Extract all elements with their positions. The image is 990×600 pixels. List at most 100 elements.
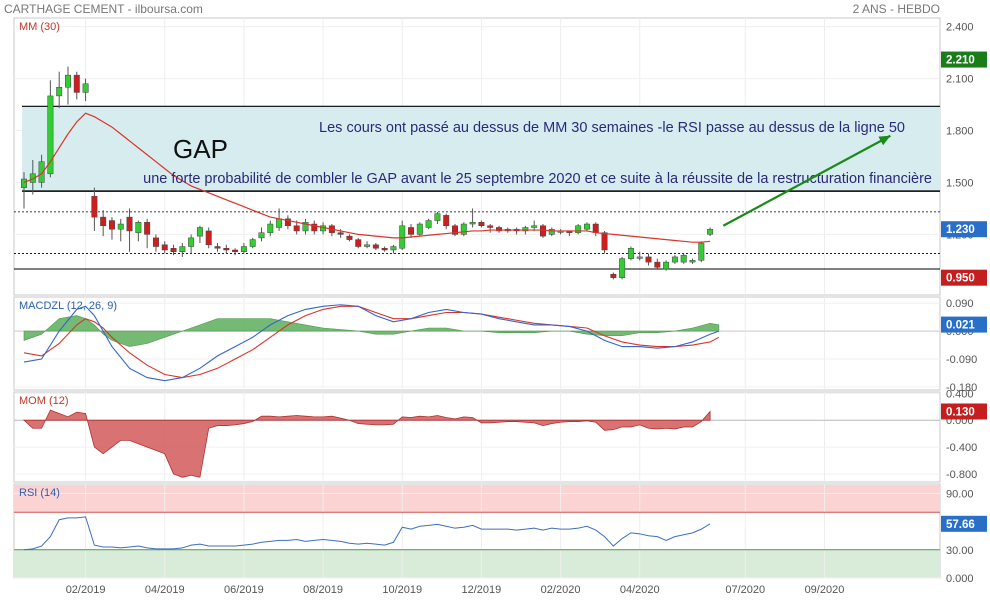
candle-body [434, 213, 441, 221]
value-badge [941, 515, 987, 532]
candle-body [73, 74, 80, 93]
candle-body [205, 230, 212, 246]
candle-body [627, 248, 634, 259]
value-badge-text: 57.66 [946, 519, 975, 531]
candle-body [179, 246, 186, 252]
candle-body [144, 222, 151, 235]
value-badge [941, 51, 987, 68]
candle-body [487, 225, 494, 228]
candle-body [619, 258, 626, 278]
value-badge-text: 0.950 [946, 273, 975, 285]
candle-body [399, 225, 406, 249]
macd-line [23, 304, 720, 382]
candle-body [276, 218, 283, 228]
value-badge [941, 221, 987, 238]
x-tick-label: 06/2019 [224, 584, 264, 596]
candle-body [425, 220, 432, 228]
candle-body [372, 244, 379, 249]
candle-body [249, 239, 256, 247]
candle-body [575, 225, 582, 233]
candle-body [302, 222, 309, 232]
candle-body [381, 248, 388, 251]
rsi-oversold-zone [14, 549, 940, 578]
candle-body [91, 196, 98, 218]
candle-body [240, 246, 247, 252]
panel-label: MM (30) [19, 21, 60, 33]
x-tick-label: 09/2020 [805, 584, 845, 596]
candle-body [663, 261, 670, 270]
candle-body [452, 225, 458, 235]
trend-arrow-shaft [722, 134, 891, 227]
value-badge-text: 2.210 [946, 55, 975, 67]
y-tick-label: 2.400 [946, 22, 974, 34]
value-badge-text: 0.021 [946, 320, 975, 332]
candle-body [188, 237, 195, 247]
candle-body [196, 227, 203, 237]
trend-arrow-head [878, 135, 891, 146]
candle-body [267, 223, 274, 233]
value-badge-text: 0.130 [946, 406, 975, 418]
candle-body [223, 248, 230, 251]
candle-body [284, 218, 291, 226]
annotation-line-1: Les cours ont passé au dessus de MM 30 s… [319, 120, 905, 136]
candle-body [108, 220, 115, 230]
x-tick-label: 02/2019 [66, 584, 106, 596]
annotation-layer: GAP Les cours ont passé au dessus de MM 3… [143, 120, 932, 227]
rsi-overbought-zone [14, 485, 940, 513]
x-tick-label: 04/2019 [145, 584, 185, 596]
candle-body [592, 223, 599, 233]
candle-body [689, 260, 696, 263]
rsi-line [23, 516, 711, 551]
candle-body [152, 237, 159, 247]
value-badges: 2.210 1.230 0.950 0.021 0.130 57.66 [941, 51, 987, 532]
x-tick-label: 08/2019 [303, 584, 343, 596]
series-layer [21, 66, 720, 551]
gap-label: GAP [173, 134, 228, 164]
candle-body [548, 228, 555, 235]
chart-source-title: CARTHAGE CEMENT - ilboursa.com [4, 2, 203, 16]
x-tick-label: 07/2020 [725, 584, 765, 596]
candle-body [170, 248, 177, 252]
axis-labels: MM (30) MACDZL (12, 26, 9) MOM (12) RSI (14… [19, 21, 977, 596]
candle-body [469, 222, 476, 225]
panel-label: MACDZL (12, 26, 9) [19, 300, 117, 312]
candle-body [21, 178, 27, 188]
candle-body [390, 246, 397, 251]
candle-body [364, 244, 371, 247]
candle-body [707, 228, 714, 235]
candle-body [293, 225, 300, 232]
x-tick-label: 02/2020 [541, 584, 581, 596]
candle-body [460, 223, 467, 235]
panel-frame [13, 391, 941, 483]
candle-body [56, 87, 63, 97]
value-badge [941, 316, 987, 333]
candle-body [610, 273, 617, 278]
x-tick-label: 10/2019 [382, 584, 422, 596]
candle-body [522, 227, 529, 232]
candle-body [135, 222, 142, 233]
candle-body [65, 74, 71, 88]
y-tick-label: 0.400 [946, 388, 974, 400]
momentum-area [22, 409, 711, 478]
candle-body [214, 246, 221, 249]
macd-signal-line [23, 305, 720, 379]
candle-body [654, 261, 661, 268]
y-tick-label: 0.090 [946, 298, 974, 310]
y-tick-label: 90.00 [946, 488, 974, 500]
y-tick-label: 1.500 [946, 177, 974, 189]
candle-body [636, 256, 643, 259]
y-tick-label: 30.00 [946, 545, 974, 557]
candle-body [126, 216, 133, 232]
candle-body [496, 227, 502, 232]
candle-body [100, 216, 107, 226]
candle-body [232, 249, 239, 252]
candle-body [117, 223, 124, 230]
candle-body [346, 235, 353, 240]
candle-body [82, 83, 89, 93]
candle-body [601, 232, 608, 251]
candle-body [443, 215, 450, 227]
y-tick-label: 0.000 [946, 573, 974, 585]
chart-period-label: 2 ANS - HEBDO [852, 2, 940, 16]
macd-histogram [23, 315, 720, 347]
